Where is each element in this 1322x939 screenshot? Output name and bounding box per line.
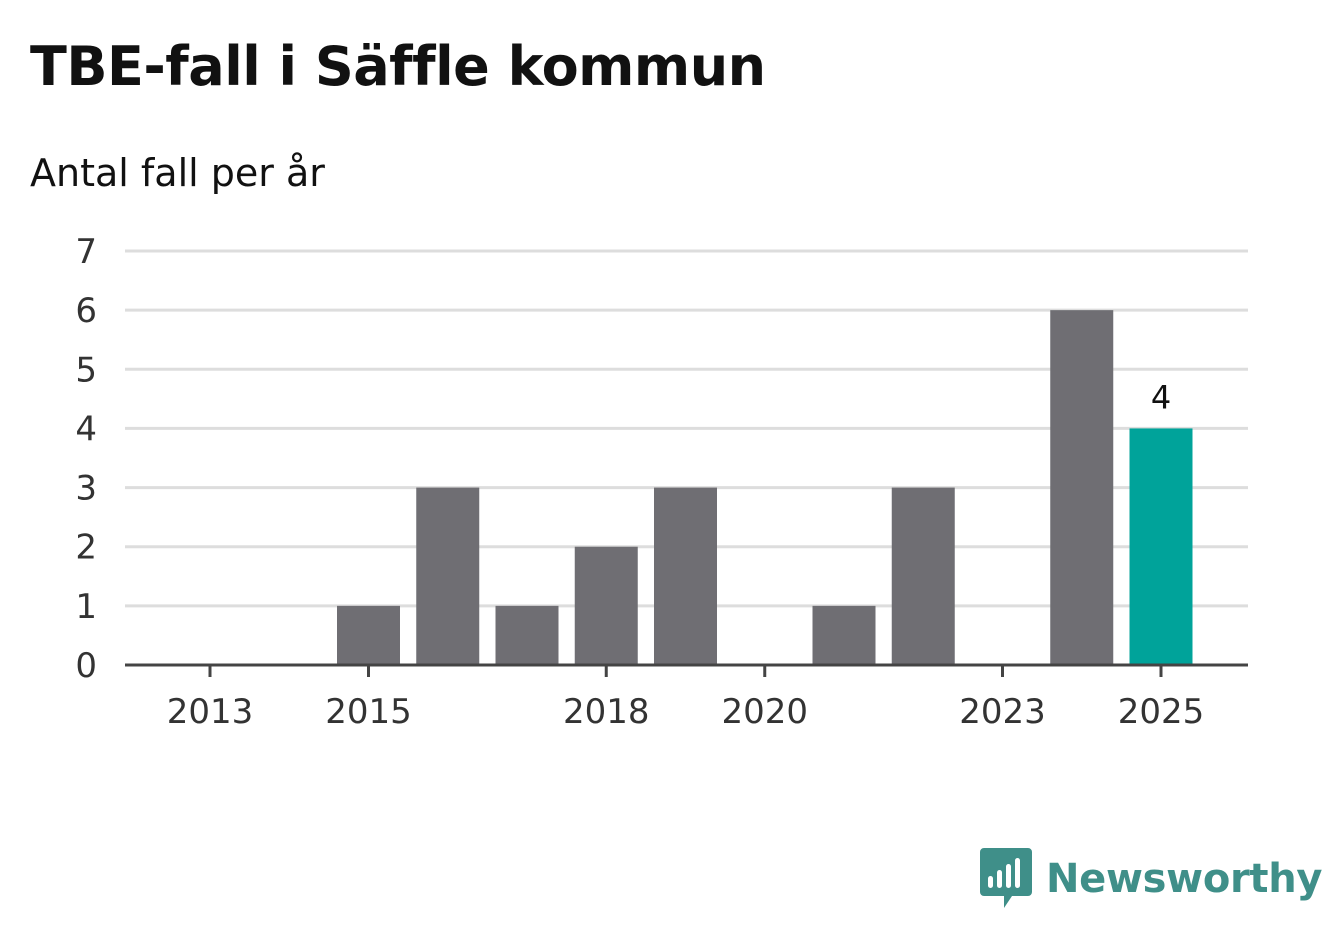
chart-title: TBE-fall i Säffle kommun	[30, 35, 766, 98]
x-tick-label: 2023	[959, 692, 1046, 732]
bar	[337, 605, 400, 665]
chart-subtitle: Antal fall per år	[30, 151, 325, 195]
bar	[416, 487, 480, 665]
bar	[1129, 428, 1193, 665]
y-tick-label: 1	[75, 587, 97, 627]
x-tick-label: 2020	[721, 692, 808, 732]
x-tick-label: 2018	[563, 692, 650, 732]
newsworthy-logo-icon	[980, 848, 1032, 908]
bar	[812, 605, 876, 665]
y-tick-label: 3	[75, 469, 97, 509]
x-tick-label: 2015	[325, 692, 412, 732]
y-tick-label: 2	[75, 528, 97, 568]
y-tick-label: 5	[75, 350, 97, 390]
bar	[495, 605, 559, 665]
brand-logo: Newsworthy	[980, 848, 1322, 910]
x-tick-label: 2025	[1118, 692, 1205, 732]
y-tick-label: 7	[75, 232, 97, 272]
y-tick-label: 6	[75, 291, 97, 331]
x-tick-label: 2013	[167, 692, 254, 732]
bar	[574, 546, 638, 665]
brand-name: Newsworthy	[1046, 856, 1322, 902]
y-tick-label: 4	[75, 409, 97, 449]
bar	[1050, 310, 1114, 665]
data-label: 4	[1151, 378, 1171, 416]
y-tick-label: 0	[75, 646, 97, 686]
bar	[654, 487, 717, 665]
bar	[891, 487, 955, 665]
